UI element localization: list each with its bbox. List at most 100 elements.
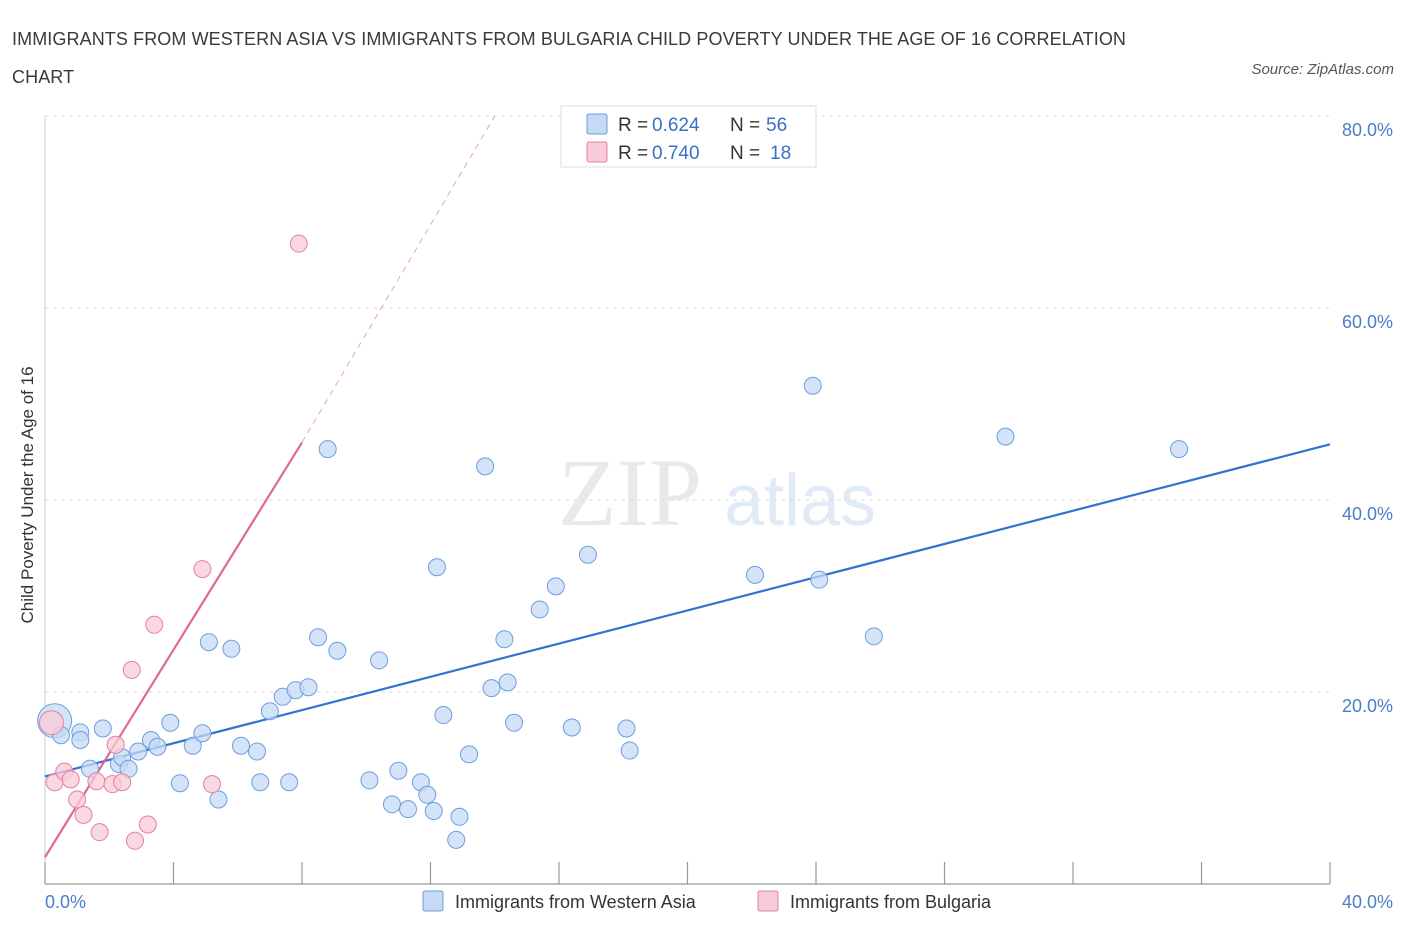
point-0-42 [460, 745, 479, 764]
point-0-58 [996, 427, 1015, 446]
point-1-5 [74, 805, 93, 824]
point-0-49 [546, 577, 565, 596]
point-0-26 [299, 678, 318, 697]
point-0-57 [864, 627, 883, 646]
legend-n-value-1: 18 [770, 143, 791, 164]
point-0-48 [530, 600, 549, 619]
point-1-11 [122, 660, 141, 679]
point-0-29 [328, 641, 347, 660]
point-0-22 [260, 702, 279, 721]
point-0-44 [482, 679, 501, 698]
point-0-41 [427, 558, 446, 577]
svg-text:atlas: atlas [724, 461, 876, 541]
point-0-59 [1170, 440, 1189, 459]
bottom-legend-label-bulgaria: Immigrants from Bulgaria [790, 892, 992, 912]
point-1-10 [113, 773, 132, 792]
point-0-51 [578, 545, 597, 564]
point-1-3 [61, 770, 80, 789]
point-0-33 [389, 761, 408, 780]
point-0-30 [360, 771, 379, 790]
svg-text:ZIP: ZIP [558, 439, 702, 546]
point-0-52 [617, 719, 636, 738]
bottom-legend-swatch-western-asia [422, 890, 444, 912]
point-0-21 [251, 773, 270, 792]
point-0-38 [434, 706, 453, 725]
point-0-31 [370, 651, 389, 670]
point-1-16 [203, 775, 222, 794]
legend-r-value-1: 0.740 [652, 143, 700, 164]
point-0-12 [161, 713, 180, 732]
point-0-46 [498, 673, 517, 692]
point-0-50 [562, 718, 581, 737]
point-1-14 [145, 615, 164, 634]
point-0-13 [170, 774, 189, 793]
legend-n-label-0: N = [730, 115, 760, 136]
point-0-16 [199, 633, 218, 652]
point-0-53 [620, 741, 639, 760]
trend-line-0 [44, 443, 1331, 778]
point-1-9 [106, 735, 125, 754]
point-0-17 [209, 790, 228, 809]
point-0-39 [447, 830, 466, 849]
point-0-56 [810, 570, 829, 589]
point-1-12 [125, 831, 144, 850]
point-0-11 [148, 737, 167, 756]
point-0-43 [476, 457, 495, 476]
point-0-19 [231, 736, 250, 755]
y-tick-label-0: 20.0% [1342, 696, 1393, 716]
data-points [37, 234, 1189, 850]
bottom-legend-swatch-bulgaria [757, 890, 779, 912]
y-tick-labels: 20.0% 40.0% 60.0% 80.0% [1342, 120, 1393, 716]
point-0-14 [183, 736, 202, 755]
x-tick-label-max: 40.0% [1342, 892, 1393, 912]
point-0-20 [248, 742, 267, 761]
legend-r-label-1: R = [618, 143, 648, 164]
watermark: ZIP atlas [558, 439, 876, 546]
x-tick-label-min: 0.0% [45, 892, 86, 912]
bottom-legend: Immigrants from Western Asia Immigrants … [422, 890, 992, 912]
trend-lines [44, 115, 1331, 858]
point-0-54 [745, 565, 764, 584]
point-1-17 [289, 234, 308, 253]
point-0-28 [318, 440, 337, 459]
point-0-32 [382, 795, 401, 814]
point-0-55 [803, 376, 822, 395]
point-0-9 [129, 742, 148, 761]
point-0-47 [505, 713, 524, 732]
point-0-24 [280, 773, 299, 792]
point-0-5 [93, 719, 112, 738]
source-label: Source: ZipAtlas.com [1251, 61, 1394, 78]
point-0-45 [495, 630, 514, 649]
point-0-3 [71, 731, 90, 749]
legend-swatch-bulgaria [586, 141, 608, 163]
point-1-13 [138, 815, 157, 834]
stats-legend: R = 0.624 N = 56 R = 0.740 N = 18 [560, 105, 817, 168]
gridlines [45, 115, 1330, 693]
trend-line-1 [44, 441, 303, 858]
point-1-15 [193, 560, 212, 579]
legend-n-value-0: 56 [766, 115, 787, 136]
x-ticks [44, 862, 1331, 884]
bottom-legend-label-western-asia: Immigrants from Western Asia [455, 892, 697, 912]
point-0-37 [424, 802, 443, 821]
point-1-7 [90, 823, 109, 842]
point-1-0 [38, 710, 64, 736]
trend-extension-1 [301, 115, 496, 443]
legend-swatch-western-asia [586, 113, 608, 135]
legend-r-label-0: R = [618, 115, 648, 136]
point-0-36 [418, 785, 437, 804]
point-1-4 [68, 790, 87, 809]
y-tick-label-3: 80.0% [1342, 120, 1393, 140]
y-tick-label-1: 40.0% [1342, 504, 1393, 524]
point-0-18 [222, 639, 241, 658]
point-0-34 [399, 800, 418, 819]
point-0-15 [193, 724, 212, 743]
legend-r-value-0: 0.624 [652, 115, 700, 136]
point-0-27 [309, 628, 328, 647]
chart-title: IMMIGRANTS FROM WESTERN ASIA VS IMMIGRAN… [12, 29, 1127, 87]
point-1-6 [87, 772, 106, 791]
y-tick-label-2: 60.0% [1342, 312, 1393, 332]
point-0-40 [450, 807, 469, 826]
legend-n-label-1: N = [730, 143, 760, 164]
